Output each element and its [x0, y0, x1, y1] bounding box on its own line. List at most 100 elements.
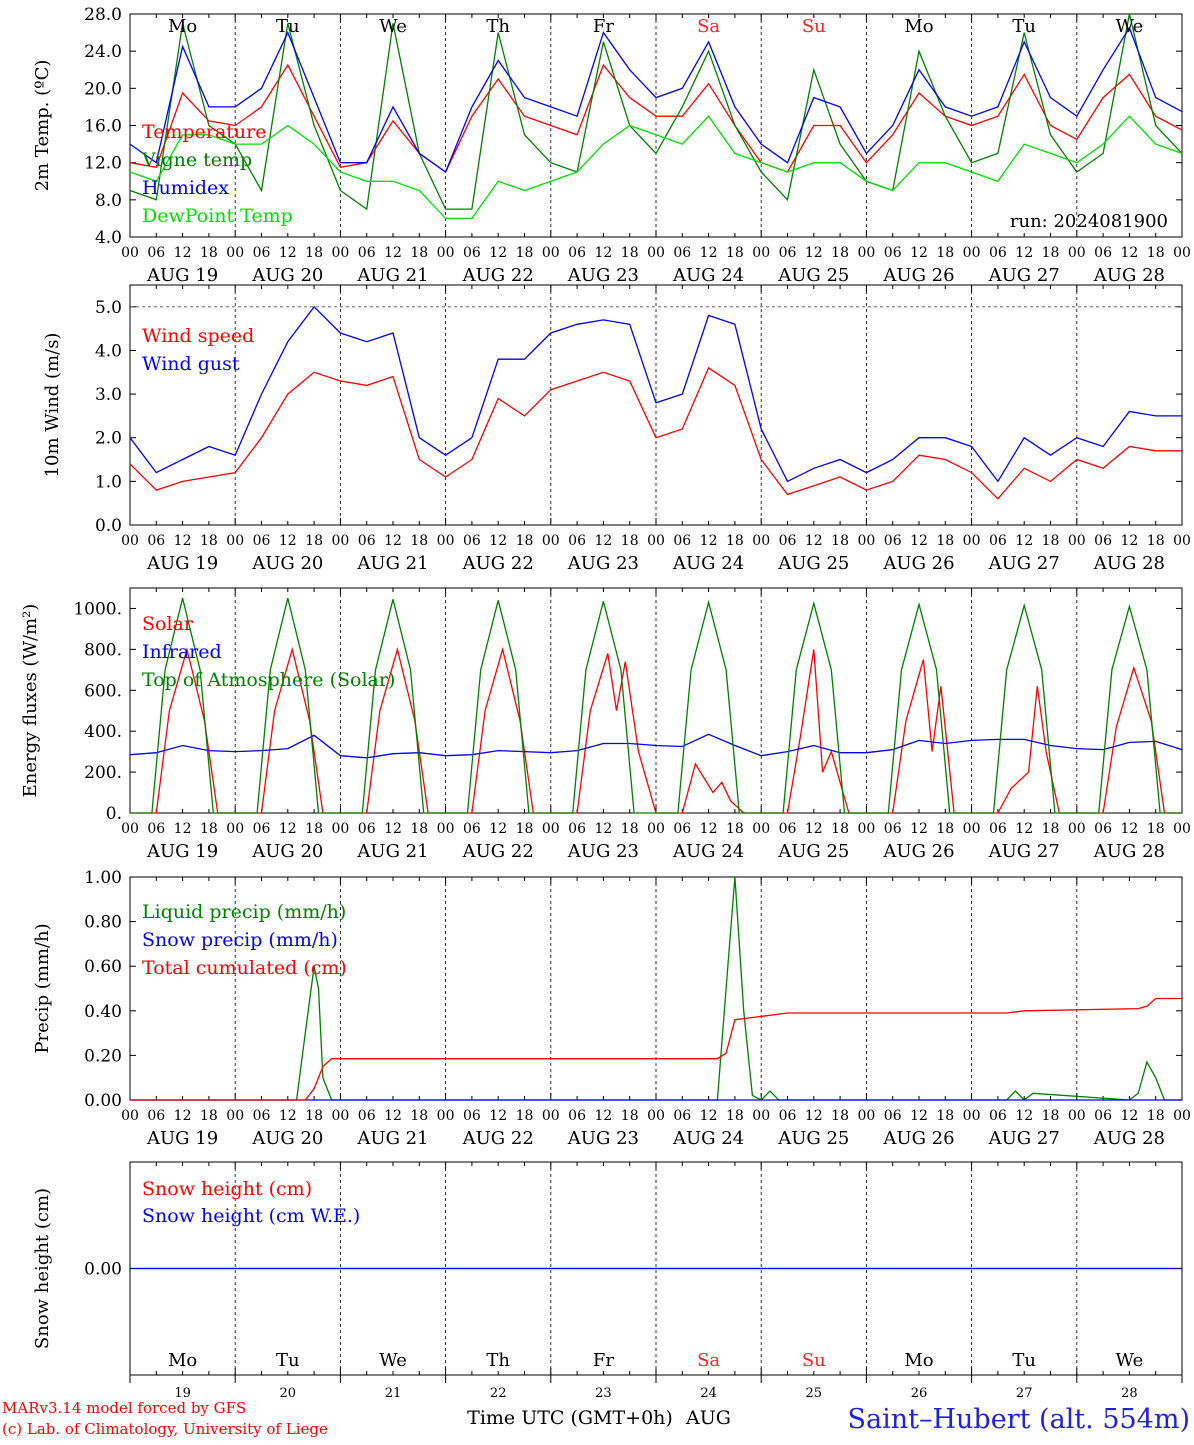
hour-tick-label: 12 — [805, 821, 823, 837]
hour-tick-label: 12 — [384, 245, 402, 261]
hour-tick-label: 18 — [200, 245, 218, 261]
hour-tick-label: 00 — [963, 1108, 981, 1124]
hour-tick-label: 06 — [779, 533, 797, 549]
hour-tick-label: 06 — [147, 821, 165, 837]
hour-tick-label: 12 — [174, 821, 192, 837]
date-label: AUG 21 — [356, 265, 428, 286]
hour-tick-label: 06 — [358, 821, 376, 837]
y-tick-label: 4.0 — [95, 341, 122, 361]
hour-tick-label: 18 — [516, 1108, 534, 1124]
hour-tick-label: 00 — [963, 821, 981, 837]
hour-tick-label: 00 — [963, 245, 981, 261]
hour-tick-label: 12 — [700, 533, 718, 549]
hour-tick-label: 12 — [594, 1108, 612, 1124]
hour-tick-label: 12 — [174, 1108, 192, 1124]
weekday-label: We — [379, 16, 407, 37]
date-label: AUG 23 — [567, 265, 639, 286]
series-line-dewpoint-temp — [129, 115, 1183, 220]
series-line-humidex — [129, 26, 1183, 174]
y-tick-label: 1000. — [73, 599, 122, 619]
hour-tick-label: 00 — [437, 533, 455, 549]
weekday-label: We — [1116, 1350, 1144, 1371]
hour-tick-label: 12 — [489, 533, 507, 549]
hour-tick-label: 06 — [358, 1108, 376, 1124]
hour-tick-label: 00 — [1068, 1108, 1086, 1124]
date-label: AUG 21 — [356, 1128, 428, 1149]
hour-tick-label: 00 — [963, 533, 981, 549]
panel-2: 0.0 1.0 2.0 3.0 4.0 5.0 10m Wind (m/s) Wind spe… — [42, 284, 1191, 574]
legend-entry: Temperature — [142, 121, 266, 143]
y-tick-label: 4.0 — [95, 228, 122, 248]
hour-tick-label: 18 — [831, 245, 849, 261]
hour-tick-label: 18 — [621, 1108, 639, 1124]
day-number-label: 21 — [385, 1386, 402, 1401]
hour-tick-label: 06 — [779, 1108, 797, 1124]
hour-tick-label: 12 — [174, 533, 192, 549]
y-tick-label: 400. — [84, 722, 122, 742]
hour-tick-label: 00 — [752, 245, 770, 261]
hour-tick-label: 00 — [1173, 245, 1191, 261]
date-label: AUG 21 — [356, 553, 428, 574]
date-label: AUG 28 — [1093, 265, 1165, 286]
hour-tick-label: 00 — [331, 533, 349, 549]
x-axis-month: AUG — [685, 1407, 731, 1429]
hour-tick-label: 00 — [226, 245, 244, 261]
hour-tick-label: 00 — [647, 245, 665, 261]
hour-tick-label: 12 — [1015, 533, 1033, 549]
hour-tick-label: 12 — [1120, 245, 1138, 261]
y-tick-label: 28.0 — [84, 5, 122, 25]
date-label: AUG 19 — [146, 1128, 218, 1149]
hour-tick-label: 12 — [384, 1108, 402, 1124]
y-axis-label: 2m Temp. (ºC) — [32, 60, 53, 192]
date-label: AUG 23 — [567, 553, 639, 574]
date-label: AUG 22 — [462, 841, 534, 862]
day-number-label: 25 — [806, 1386, 823, 1401]
hour-tick-label: 18 — [305, 533, 323, 549]
hour-tick-label: 00 — [1173, 821, 1191, 837]
date-label: AUG 19 — [146, 265, 218, 286]
y-tick-label: 16.0 — [84, 117, 122, 137]
weekday-label: Fr — [593, 1350, 614, 1371]
panel-5: 0.00 Snow height (cm) Snow height (cm) Snow… — [32, 1161, 1183, 1401]
hour-tick-label: 06 — [463, 1108, 481, 1124]
hour-tick-label: 12 — [489, 245, 507, 261]
hour-tick-label: 18 — [1147, 821, 1165, 837]
hour-tick-label: 12 — [1120, 533, 1138, 549]
hour-tick-label: 18 — [1042, 533, 1060, 549]
series-line-top-of-atmosphere-solar- — [130, 598, 1182, 814]
y-axis-label: Snow height (cm) — [32, 1188, 53, 1349]
series-line-wind-gust — [129, 305, 1182, 483]
hour-tick-label: 12 — [805, 533, 823, 549]
hour-tick-label: 06 — [673, 1108, 691, 1124]
hour-tick-label: 00 — [437, 1108, 455, 1124]
date-label: AUG 26 — [882, 1128, 954, 1149]
date-label: AUG 27 — [988, 841, 1060, 862]
hour-tick-label: 00 — [752, 821, 770, 837]
hour-tick-label: 00 — [1173, 1108, 1191, 1124]
hour-tick-label: 18 — [831, 821, 849, 837]
hour-tick-label: 06 — [463, 821, 481, 837]
weekday-label: Th — [486, 16, 510, 37]
hour-tick-label: 18 — [936, 533, 954, 549]
hour-tick-label: 18 — [410, 245, 428, 261]
y-tick-label: 3.0 — [95, 385, 122, 405]
hour-tick-label: 06 — [147, 245, 165, 261]
hour-tick-label: 12 — [594, 533, 612, 549]
y-tick-label: 24.0 — [84, 42, 122, 62]
hour-tick-label: 18 — [200, 821, 218, 837]
series-line-temperature — [129, 63, 1183, 173]
hour-tick-label: 18 — [1147, 245, 1165, 261]
hour-tick-label: 00 — [331, 821, 349, 837]
date-label: AUG 25 — [777, 841, 849, 862]
weekday-label: Su — [802, 1350, 826, 1371]
hour-tick-label: 06 — [463, 533, 481, 549]
weekday-label: Sa — [697, 1350, 720, 1371]
y-tick-label: 12.0 — [84, 154, 122, 174]
weekday-label: Tu — [1012, 1350, 1036, 1371]
hour-tick-label: 00 — [331, 1108, 349, 1124]
day-number-label: 19 — [174, 1386, 191, 1401]
date-label: AUG 21 — [356, 841, 428, 862]
legend-entry: DewPoint Temp — [142, 205, 293, 227]
weekday-label: Th — [486, 1350, 510, 1371]
hour-tick-label: 12 — [594, 245, 612, 261]
